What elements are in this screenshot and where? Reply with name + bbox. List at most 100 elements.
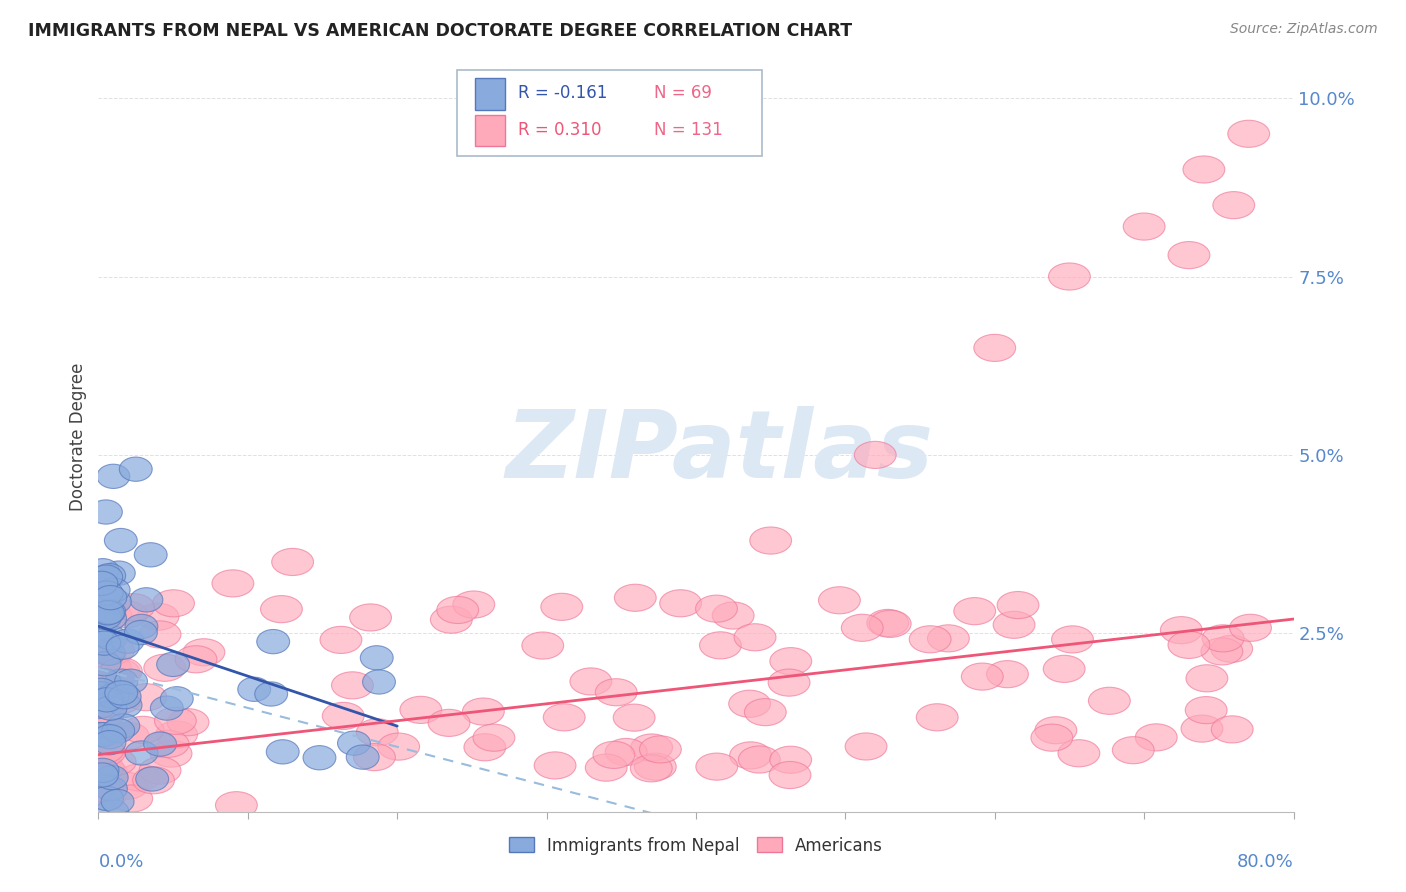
- Ellipse shape: [139, 621, 181, 648]
- Ellipse shape: [1212, 715, 1253, 743]
- Ellipse shape: [111, 629, 143, 653]
- Ellipse shape: [350, 604, 391, 631]
- Ellipse shape: [1049, 263, 1091, 290]
- Ellipse shape: [110, 693, 142, 717]
- Ellipse shape: [543, 704, 585, 731]
- Ellipse shape: [91, 600, 124, 625]
- Ellipse shape: [437, 597, 478, 624]
- Ellipse shape: [1160, 616, 1202, 644]
- Ellipse shape: [84, 571, 118, 596]
- Ellipse shape: [89, 651, 121, 676]
- Ellipse shape: [378, 733, 419, 760]
- Ellipse shape: [212, 570, 254, 597]
- Ellipse shape: [360, 646, 394, 670]
- Ellipse shape: [696, 595, 737, 623]
- Ellipse shape: [155, 707, 197, 734]
- Ellipse shape: [1182, 156, 1225, 183]
- Ellipse shape: [430, 606, 472, 633]
- Ellipse shape: [744, 698, 786, 726]
- Ellipse shape: [254, 681, 288, 706]
- Ellipse shape: [94, 606, 127, 631]
- Ellipse shape: [160, 687, 193, 711]
- Ellipse shape: [83, 739, 125, 766]
- Ellipse shape: [1112, 737, 1154, 764]
- Ellipse shape: [82, 690, 124, 718]
- Ellipse shape: [869, 610, 911, 638]
- Ellipse shape: [94, 696, 127, 720]
- Ellipse shape: [1168, 242, 1211, 268]
- Ellipse shape: [183, 639, 225, 665]
- Ellipse shape: [541, 593, 582, 621]
- Ellipse shape: [90, 601, 132, 629]
- Ellipse shape: [585, 754, 627, 781]
- Ellipse shape: [215, 791, 257, 819]
- Ellipse shape: [93, 724, 127, 748]
- Ellipse shape: [738, 746, 780, 773]
- Ellipse shape: [107, 714, 139, 738]
- Ellipse shape: [83, 681, 117, 706]
- Ellipse shape: [83, 694, 117, 718]
- Ellipse shape: [353, 744, 395, 771]
- Ellipse shape: [89, 606, 121, 630]
- Ellipse shape: [90, 688, 124, 712]
- Ellipse shape: [96, 799, 129, 823]
- Ellipse shape: [82, 775, 124, 803]
- Ellipse shape: [1088, 687, 1130, 714]
- Ellipse shape: [322, 702, 364, 730]
- Ellipse shape: [153, 590, 194, 617]
- Ellipse shape: [730, 742, 772, 769]
- Ellipse shape: [82, 719, 124, 747]
- Ellipse shape: [768, 669, 810, 696]
- Ellipse shape: [86, 558, 120, 582]
- Ellipse shape: [176, 646, 217, 673]
- Ellipse shape: [770, 648, 811, 674]
- Ellipse shape: [105, 600, 148, 628]
- Ellipse shape: [90, 581, 124, 605]
- Ellipse shape: [118, 764, 160, 791]
- Ellipse shape: [108, 684, 141, 709]
- Bar: [475, 78, 505, 110]
- Y-axis label: Doctorate Degree: Doctorate Degree: [69, 363, 87, 511]
- Ellipse shape: [631, 734, 672, 761]
- Ellipse shape: [150, 696, 183, 720]
- Ellipse shape: [82, 702, 124, 729]
- Ellipse shape: [997, 591, 1039, 619]
- Ellipse shape: [522, 632, 564, 659]
- Ellipse shape: [87, 669, 129, 696]
- Ellipse shape: [107, 635, 139, 659]
- Ellipse shape: [1123, 213, 1166, 240]
- Bar: [475, 115, 505, 146]
- Ellipse shape: [769, 747, 811, 773]
- FancyBboxPatch shape: [457, 70, 762, 156]
- Ellipse shape: [749, 527, 792, 554]
- Ellipse shape: [910, 625, 950, 653]
- Ellipse shape: [593, 741, 636, 768]
- Ellipse shape: [595, 679, 637, 706]
- Ellipse shape: [100, 657, 142, 685]
- Ellipse shape: [132, 767, 174, 794]
- Ellipse shape: [94, 777, 128, 801]
- Ellipse shape: [101, 789, 134, 814]
- Ellipse shape: [86, 759, 128, 787]
- Ellipse shape: [90, 565, 122, 590]
- Ellipse shape: [332, 672, 374, 699]
- Ellipse shape: [83, 723, 117, 747]
- Ellipse shape: [105, 681, 138, 705]
- Ellipse shape: [453, 591, 495, 618]
- Ellipse shape: [84, 678, 118, 703]
- Ellipse shape: [1181, 715, 1223, 742]
- Ellipse shape: [93, 564, 125, 588]
- Ellipse shape: [634, 753, 676, 780]
- Ellipse shape: [728, 690, 770, 717]
- Ellipse shape: [83, 623, 117, 647]
- Ellipse shape: [304, 746, 336, 770]
- Ellipse shape: [841, 615, 883, 641]
- Ellipse shape: [90, 654, 131, 681]
- Ellipse shape: [845, 733, 887, 760]
- Ellipse shape: [105, 772, 148, 799]
- Ellipse shape: [97, 578, 131, 602]
- Ellipse shape: [93, 637, 135, 665]
- Text: IMMIGRANTS FROM NEPAL VS AMERICAN DOCTORATE DEGREE CORRELATION CHART: IMMIGRANTS FROM NEPAL VS AMERICAN DOCTOR…: [28, 22, 852, 40]
- Ellipse shape: [101, 719, 135, 743]
- Ellipse shape: [987, 661, 1028, 688]
